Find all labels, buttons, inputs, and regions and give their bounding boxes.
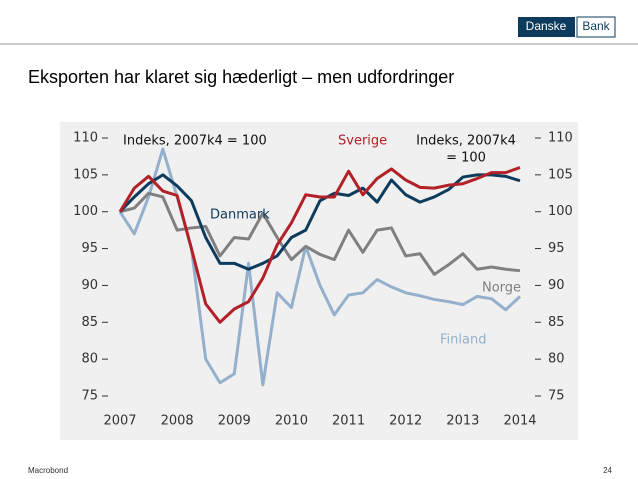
y-tick-label: 105 [73,167,98,182]
annotation: = 100 [446,151,486,166]
logo-box [518,17,575,37]
y2-tick-label: 90 [548,278,565,293]
source: Macrobond [28,466,68,475]
page-number: 24 [603,466,612,475]
logo-text: Danske [526,19,567,33]
y-tick-label: 85 [81,315,98,330]
y2-tick-label: 80 [548,352,565,367]
y2-tick-label: 85 [548,315,565,330]
y-tick-label: 80 [81,352,98,367]
logo-box [576,16,616,38]
y-tick-label: 90 [81,278,98,293]
x-tick-label: 2010 [275,414,308,429]
y-tick-label: 75 [81,389,98,404]
x-tick-label: 2007 [103,414,136,429]
y-tick-label: 100 [73,204,98,219]
series-label: Finland [440,333,486,348]
annotation: Indeks, 2007k4 [416,134,516,149]
logo-text: Bank [582,19,610,33]
y-tick-label: 95 [81,241,98,256]
y-tick-label: 110 [73,131,98,146]
y2-tick-label: 105 [548,167,573,182]
y2-tick-label: 75 [548,389,565,404]
x-tick-label: 2009 [218,414,251,429]
y2-tick-label: 95 [548,241,565,256]
x-tick-label: 2013 [446,414,479,429]
series-line [118,166,521,324]
series-label: Sverige [338,134,387,149]
x-tick-label: 2011 [332,414,365,429]
slide-title: Eksporten har klaret sig hæderligt – men… [28,67,454,87]
x-tick-label: 2008 [161,414,194,429]
x-tick-label: 2012 [389,414,422,429]
x-tick-label: 2014 [503,414,536,429]
series-label: Norge [482,281,521,296]
y2-tick-label: 100 [548,204,573,219]
annotation: Indeks, 2007k4 = 100 [123,134,267,149]
y2-tick-label: 110 [548,131,573,146]
series-label: Danmark [210,208,270,223]
